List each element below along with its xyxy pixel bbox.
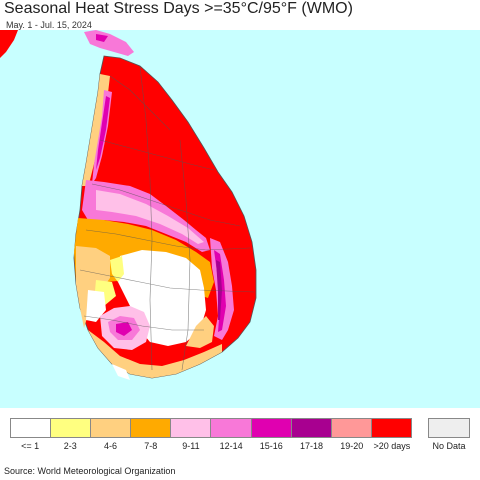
legend-label: <= 1 — [21, 441, 40, 451]
legend-swatch — [171, 419, 212, 437]
legend-label: 12-14 — [219, 441, 243, 451]
legend-swatch — [11, 419, 52, 437]
map-title: Seasonal Heat Stress Days >=35°C/95°F (W… — [4, 0, 353, 17]
legend-labels: <= 1 2-3 4-6 7-8 9-11 12-14 15-16 17-18 … — [10, 441, 412, 455]
legend-colorbar — [10, 418, 412, 438]
no-data-label: No Data — [432, 441, 466, 451]
legend-label: 9-11 — [182, 441, 200, 451]
legend-swatch — [291, 419, 332, 437]
legend-swatch — [211, 419, 252, 437]
source-credit: Source: World Meteorological Organizatio… — [4, 466, 176, 476]
legend-label: 4-6 — [104, 441, 118, 451]
legend-swatch — [91, 419, 132, 437]
legend-swatch — [331, 419, 372, 437]
district-boundaries — [79, 65, 255, 371]
legend-swatch — [51, 419, 92, 437]
legend-label: 2-3 — [63, 441, 77, 451]
heat-stress-map — [0, 30, 480, 408]
legend-label: 19-20 — [340, 441, 364, 451]
legend-label: 17-18 — [300, 441, 324, 451]
legend-label: 7-8 — [144, 441, 158, 451]
no-data-swatch — [428, 418, 470, 438]
legend-label: >20 days — [373, 441, 411, 451]
legend-swatch — [251, 419, 292, 437]
legend-swatch — [131, 419, 172, 437]
legend-label: 15-16 — [259, 441, 283, 451]
map-subtitle: May. 1 - Jul. 15, 2024 — [6, 20, 92, 30]
legend-swatch — [371, 419, 411, 437]
india-landmass — [0, 30, 18, 58]
